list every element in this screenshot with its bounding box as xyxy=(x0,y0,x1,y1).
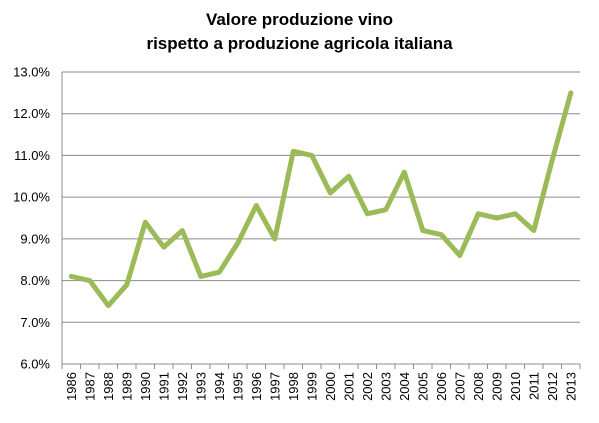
series-line xyxy=(68,90,574,309)
x-tick-label: 2010 xyxy=(508,372,523,401)
x-tick-label: 2013 xyxy=(563,372,578,401)
x-tick-label: 2008 xyxy=(471,372,486,401)
x-tick-label: 1990 xyxy=(138,372,153,401)
x-tick-label: 1993 xyxy=(193,372,208,401)
x-tick-label: 2012 xyxy=(545,372,560,401)
x-tick-label: 1992 xyxy=(175,372,190,401)
y-tick-label: 10.0% xyxy=(13,190,50,205)
x-tick-label: 1991 xyxy=(156,372,171,401)
x-tick-label: 2003 xyxy=(378,372,393,401)
x-tick-label: 1999 xyxy=(304,372,319,401)
y-tick-label: 13.0% xyxy=(13,65,50,80)
x-tick-label: 2006 xyxy=(434,372,449,401)
y-tick-label: 6.0% xyxy=(20,357,50,372)
x-tick-label: 2005 xyxy=(415,372,430,401)
y-tick-label: 11.0% xyxy=(14,148,50,163)
x-tick-label: 1996 xyxy=(249,372,264,401)
y-tick-label: 9.0% xyxy=(20,231,50,246)
x-tick-label: 2000 xyxy=(323,372,338,401)
chart-title: Valore produzione vino rispetto a produz… xyxy=(0,8,599,56)
x-tick-label: 2011 xyxy=(526,372,541,400)
y-tick-label: 12.0% xyxy=(13,106,50,121)
x-tick-label: 2007 xyxy=(452,372,467,401)
x-tick-label: 2002 xyxy=(360,372,375,401)
y-tick-label: 8.0% xyxy=(20,273,50,288)
x-tick-label: 1997 xyxy=(267,372,282,401)
chart-title-line-1: Valore produzione vino xyxy=(205,10,394,29)
y-tick-label: 7.0% xyxy=(20,315,50,330)
x-tick-label: 1989 xyxy=(119,372,134,401)
x-tick-label: 2009 xyxy=(489,372,504,401)
x-tick-label: 2001 xyxy=(341,372,356,401)
x-tick-label: 2004 xyxy=(397,372,412,401)
x-tick-label: 1987 xyxy=(82,372,97,401)
x-tick-label: 1998 xyxy=(286,372,301,401)
chart-title-line-2: rispetto a produzione agricola italiana xyxy=(146,34,453,53)
x-tick-label: 1994 xyxy=(212,372,227,401)
x-tick-label: 1988 xyxy=(101,372,116,401)
x-tick-label: 1995 xyxy=(230,372,245,401)
x-tick-label: 1986 xyxy=(64,372,79,401)
